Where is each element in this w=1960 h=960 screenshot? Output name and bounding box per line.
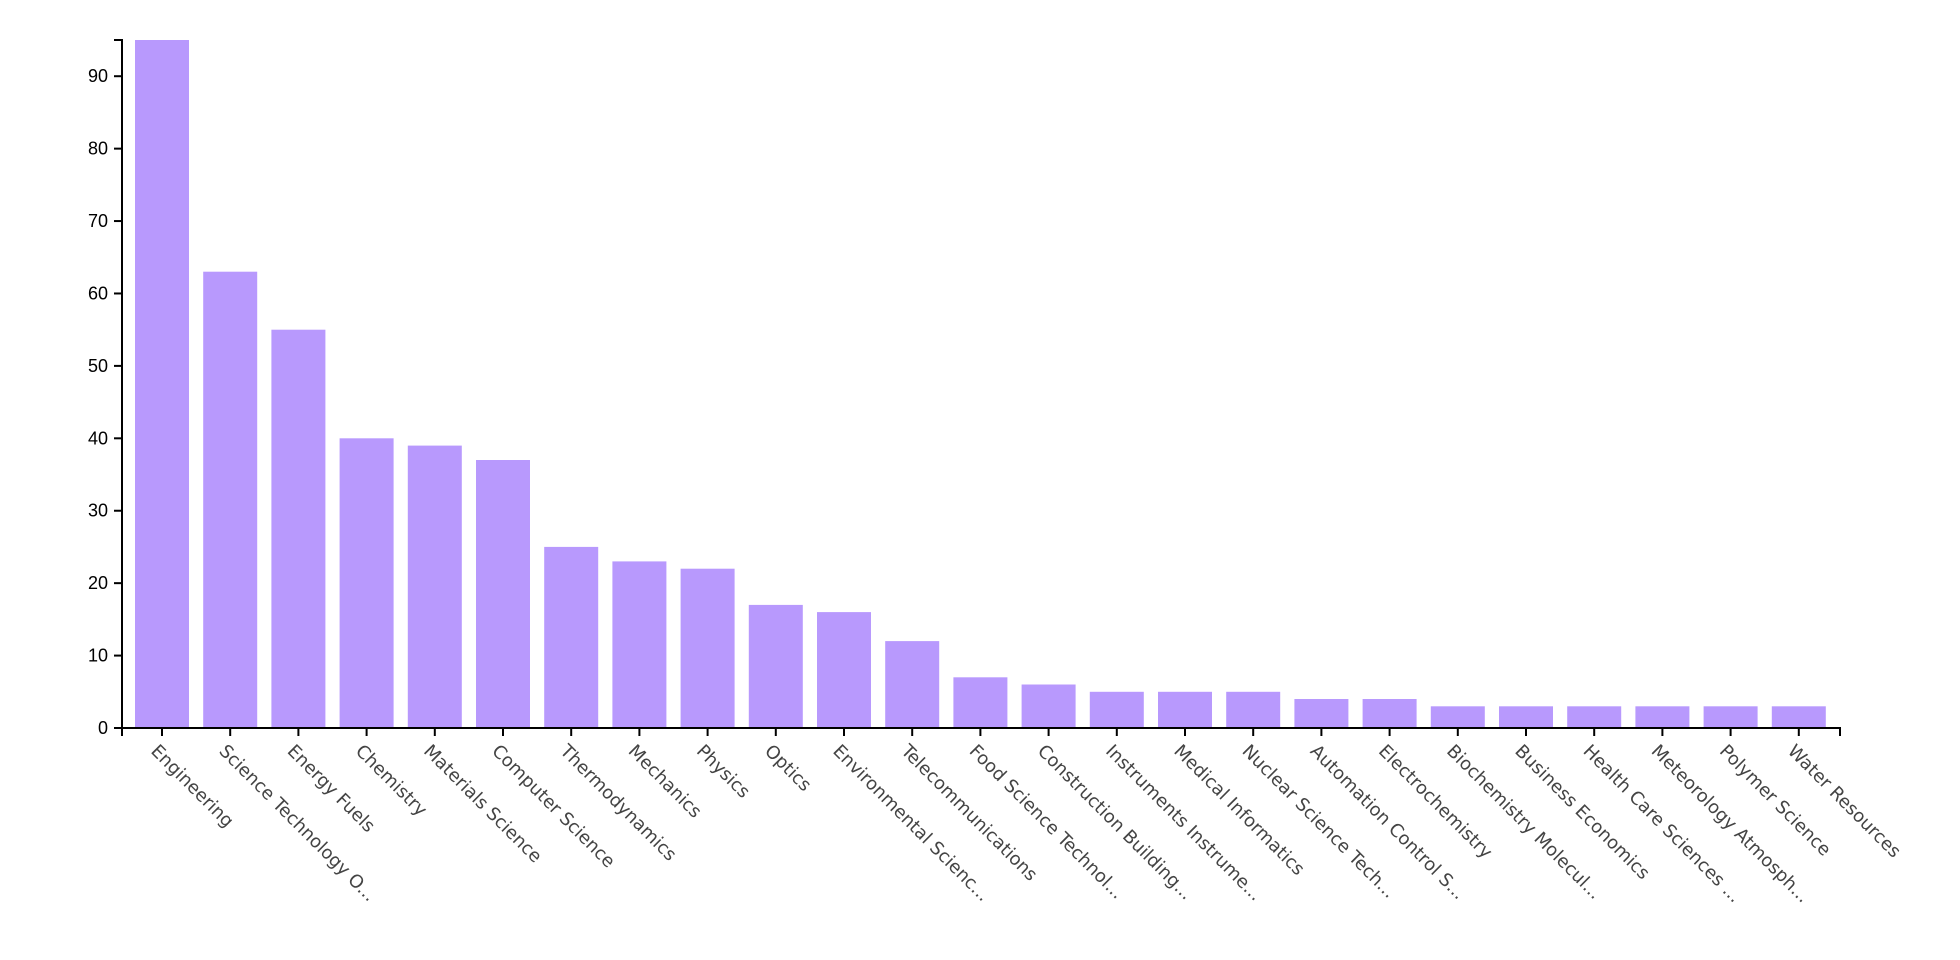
y-tick-label: 30	[88, 501, 108, 521]
bars-group	[135, 40, 1826, 728]
bar	[1499, 706, 1553, 728]
bar	[407, 445, 462, 728]
x-tick-label: Telecommunications	[896, 740, 1041, 885]
bar	[817, 612, 871, 728]
bar	[1158, 691, 1212, 728]
y-axis-line	[114, 39, 123, 729]
bar	[612, 561, 667, 728]
bar	[1703, 706, 1758, 728]
x-tick-label: Computer Science	[487, 741, 619, 873]
bar	[680, 568, 735, 728]
bar	[271, 329, 326, 728]
bar	[1567, 706, 1622, 728]
bar	[135, 40, 189, 728]
bar	[1771, 706, 1826, 728]
bar	[1430, 706, 1485, 728]
y-tick-label: 10	[88, 646, 108, 666]
y-tick-label: 90	[88, 66, 108, 86]
bar	[1362, 699, 1417, 728]
y-tick-label: 60	[88, 283, 108, 303]
y-tick-label: 70	[88, 211, 108, 231]
x-tick-label: Electrochemistry	[1374, 741, 1496, 863]
bar	[1226, 691, 1281, 728]
y-tick-label: 50	[88, 356, 108, 376]
y-tick-label: 40	[88, 428, 108, 448]
bar	[1021, 684, 1076, 728]
x-tick-label: Materials Science	[419, 741, 546, 868]
x-tick-label: Optics	[760, 741, 815, 796]
y-tick-label: 20	[88, 573, 108, 593]
bar	[1294, 699, 1349, 728]
x-tick-label: Physics	[692, 741, 754, 803]
bar	[885, 641, 940, 728]
y-tick-label: 80	[88, 139, 108, 159]
bar	[1089, 691, 1144, 728]
y-axis: 0 10 20 30 40 50 60 70 80 90	[88, 39, 123, 738]
y-tick-label: 0	[98, 718, 108, 738]
x-tick-label: Medical Informatics	[1169, 741, 1308, 880]
x-tick-label: Thermodynamics	[555, 740, 680, 865]
bar	[748, 604, 803, 728]
x-tick-label: Water Resources	[1783, 741, 1905, 863]
bar	[476, 460, 530, 728]
x-tick-label: Business Economics	[1510, 741, 1653, 884]
bar	[203, 271, 258, 728]
bar	[1635, 706, 1690, 728]
bar	[953, 677, 1008, 728]
bar	[544, 546, 599, 728]
bar	[339, 438, 394, 728]
